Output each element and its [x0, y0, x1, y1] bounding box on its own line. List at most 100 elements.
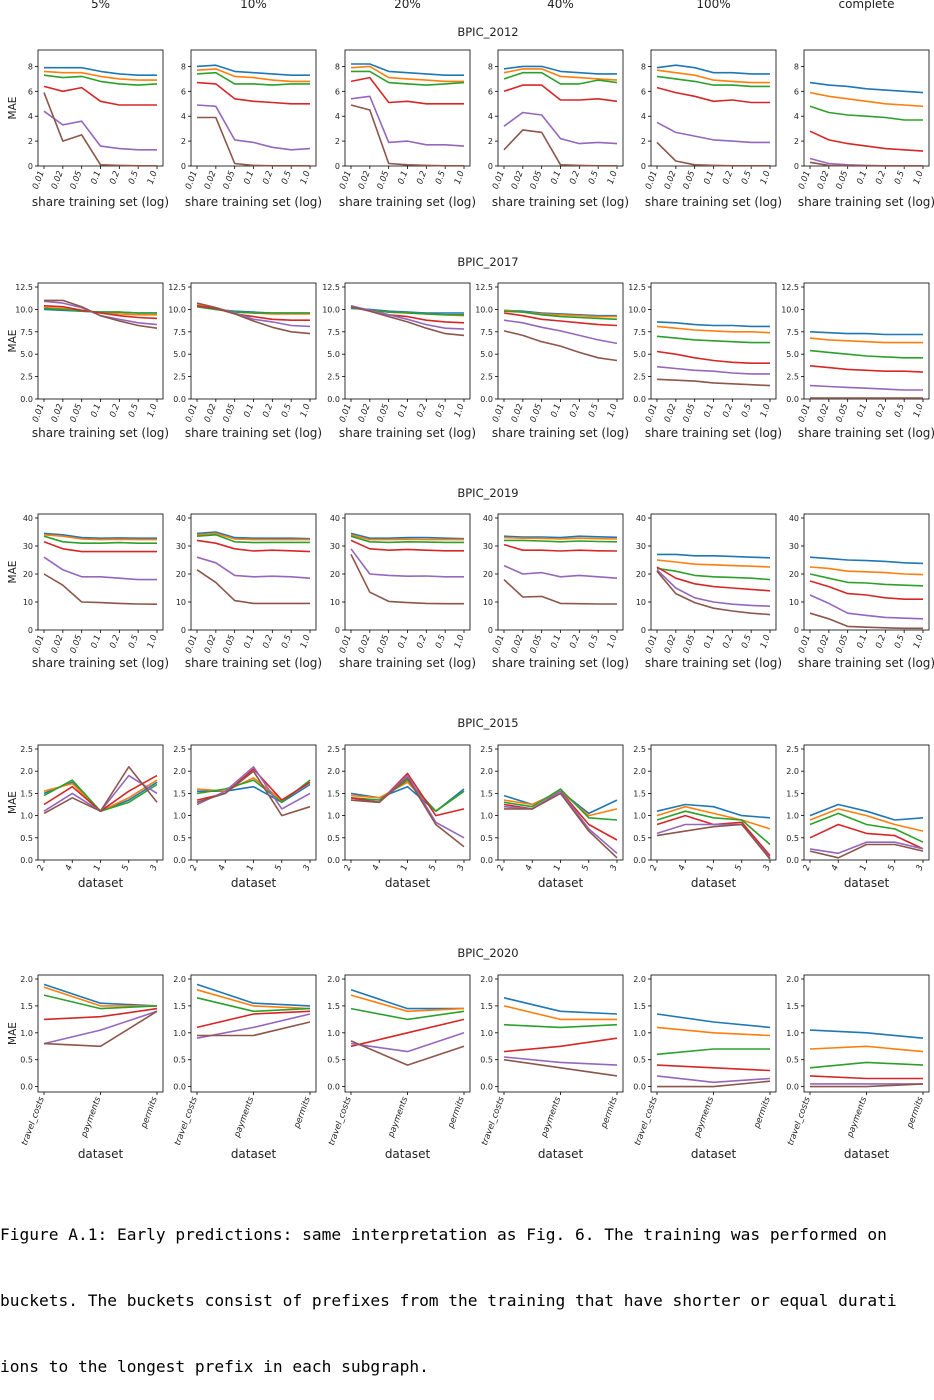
y-tick-label: 30 — [636, 542, 646, 551]
series-line — [503, 543, 618, 552]
x-tick-label: travel_costs — [20, 1095, 47, 1147]
series-line — [43, 532, 157, 540]
axes-frame — [190, 282, 317, 400]
series-line — [196, 983, 311, 1007]
y-tick-label: 0.0 — [20, 395, 33, 404]
series-line — [656, 810, 771, 846]
x-tick-label: 0.5 — [434, 170, 448, 186]
y-tick-label: 2.0 — [633, 975, 646, 984]
x-axis-label: dataset — [385, 876, 431, 890]
x-axis-label: share training set (log) — [492, 426, 629, 440]
y-tick-label: 0.5 — [633, 834, 646, 843]
x-axis-label: share training set (log) — [492, 195, 629, 209]
y-tick-label: 1.0 — [327, 812, 340, 821]
series-line — [656, 1048, 770, 1056]
y-tick-label: 8 — [794, 62, 799, 71]
x-tick-label: 0.02 — [663, 403, 679, 424]
x-tick-label: travel_costs — [786, 1095, 813, 1147]
series-line — [809, 1061, 924, 1069]
y-tick-label: 40 — [789, 514, 799, 523]
y-tick-label: 8 — [181, 62, 186, 71]
y-tick-label: 0 — [488, 626, 493, 635]
y-tick-label: 1.5 — [20, 789, 33, 798]
x-tick-label: 1.0 — [453, 403, 467, 419]
subplot-BPIC_2019-20%: 0 10 20 30 40 0.01 0.02 0.05 0.1 0.2 0.5 1.0 share t… — [330, 513, 476, 670]
column-title: 10% — [240, 0, 267, 11]
series-line — [196, 779, 311, 804]
x-tick-label: travel_costs — [633, 1095, 660, 1147]
y-tick-label: 2 — [488, 137, 493, 146]
series-line — [809, 161, 923, 167]
x-tick-label: 1 — [858, 864, 869, 873]
y-tick-label: 2.5 — [20, 373, 33, 382]
series-line — [44, 299, 158, 329]
y-tick-label: 0.0 — [20, 1083, 33, 1092]
series-line — [196, 532, 310, 541]
y-tick-label: 8 — [641, 62, 646, 71]
y-tick-label: 6 — [335, 87, 340, 96]
subplot-BPIC_2012-40%: 0 2 4 6 8 0.01 0.02 0.05 0.1 0.2 0.5 1.0 share train… — [488, 49, 629, 209]
x-tick-label: 0.01 — [338, 634, 354, 655]
x-tick-label: 1.0 — [912, 634, 926, 650]
y-tick-label: 0.5 — [173, 1056, 186, 1065]
series-line — [350, 305, 465, 330]
x-tick-label: 1.0 — [146, 170, 160, 186]
series-line — [196, 64, 310, 76]
series-line — [503, 997, 618, 1015]
y-tick-label: 1.5 — [480, 1002, 493, 1011]
x-tick-label: 0.5 — [434, 403, 448, 419]
y-tick-label: 0 — [794, 162, 799, 171]
series-line — [196, 997, 311, 1013]
y-tick-label: 0.5 — [327, 834, 340, 843]
series-line — [656, 814, 771, 857]
y-tick-label: 40 — [330, 514, 340, 523]
series-line — [657, 1080, 771, 1088]
y-tick-label: 1.0 — [633, 812, 646, 821]
x-tick-label: 0.05 — [529, 170, 545, 191]
series-line — [656, 569, 771, 607]
series-line — [43, 994, 158, 1010]
x-tick-label: permits — [599, 1095, 620, 1130]
caption-line: Figure A.1: Early predictions: same inte… — [0, 1225, 887, 1244]
axes-frame — [190, 49, 317, 167]
figure-caption: Figure A.1: Early predictions: same inte… — [0, 1180, 934, 1400]
y-axis-label: MAE — [7, 330, 19, 353]
y-tick-label: 0 — [641, 626, 646, 635]
subplot-BPIC_2012-20%: 0 2 4 6 8 0.01 0.02 0.05 0.1 0.2 0.5 1.0 share train… — [335, 49, 476, 209]
series-line — [503, 579, 617, 605]
series-line — [43, 305, 158, 320]
series-line — [809, 1045, 924, 1053]
y-tick-label: 0.0 — [327, 1083, 340, 1092]
series-line — [43, 556, 157, 581]
y-tick-label: 2.0 — [327, 767, 340, 776]
series-line — [350, 1032, 465, 1053]
series-line — [196, 302, 311, 335]
series-line — [43, 541, 157, 553]
x-tick-label: 0.2 — [108, 403, 122, 419]
x-tick-label: 1.0 — [453, 634, 467, 650]
x-tick-label: 0.02 — [816, 170, 832, 191]
x-axis-label: dataset — [231, 1147, 277, 1161]
x-tick-label: 0.05 — [682, 634, 698, 655]
subplot-BPIC_2015-20%: 0.0 0.5 1.0 1.5 2.0 2.5 2 4 1 5 3 dataset — [327, 744, 471, 890]
x-tick-label: 0.05 — [835, 403, 851, 424]
series-line — [656, 69, 770, 84]
x-tick-label: 0.01 — [797, 634, 813, 655]
y-tick-label: 4 — [641, 112, 646, 121]
axes-frame — [37, 974, 164, 1093]
series-line — [504, 792, 618, 859]
x-axis-label: dataset — [385, 1147, 431, 1161]
x-axis-label: share training set (log) — [339, 426, 476, 440]
x-tick-label: payments — [232, 1095, 256, 1140]
y-tick-label: 1.5 — [786, 789, 799, 798]
y-axis-label: MAE — [7, 561, 19, 584]
x-axis-label: share training set (log) — [32, 195, 169, 209]
x-tick-label: 1.0 — [759, 634, 773, 650]
y-tick-label: 1.5 — [786, 1002, 799, 1011]
series-line — [809, 337, 923, 344]
x-tick-label: 1.0 — [606, 634, 620, 650]
series-line — [350, 1040, 465, 1066]
subplot-BPIC_2015-complete: 0.0 0.5 1.0 1.5 2.0 2.5 2 4 1 5 3 dataset — [786, 744, 930, 890]
series-line — [350, 548, 464, 578]
axes-frame — [190, 513, 317, 631]
